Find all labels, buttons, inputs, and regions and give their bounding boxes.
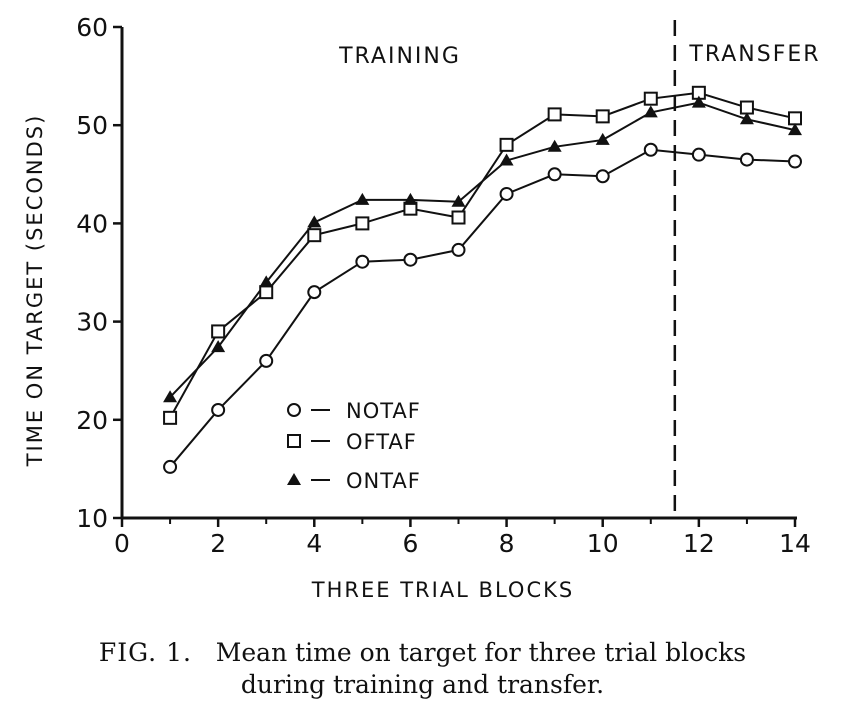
figure-caption-line-1: FIG. 1. Mean time on target for three tr… bbox=[0, 638, 845, 667]
legend-marker-notaf bbox=[287, 403, 301, 417]
series-line-ontaf bbox=[169, 101, 796, 398]
legend-marker-oftaf bbox=[287, 434, 301, 448]
legend-marker-ontaf bbox=[287, 473, 301, 485]
data-point-notaf bbox=[595, 169, 610, 184]
x-tick-label: 14 bbox=[779, 529, 811, 558]
data-point-notaf bbox=[788, 154, 802, 169]
data-point-oftaf bbox=[643, 91, 658, 106]
data-point-notaf bbox=[547, 167, 562, 182]
data-point-notaf bbox=[691, 147, 706, 162]
data-point-ontaf bbox=[788, 123, 802, 136]
data-point-ontaf bbox=[307, 215, 322, 228]
y-axis-label: TIME ON TARGET (SECONDS) bbox=[23, 114, 47, 468]
y-tick-label: 30 bbox=[76, 308, 108, 337]
data-point-notaf bbox=[163, 459, 178, 474]
data-point-notaf bbox=[739, 152, 754, 167]
legend: NOTAF OFTAF ONTAF bbox=[287, 399, 421, 493]
y-tick-label: 20 bbox=[76, 406, 108, 435]
data-point-notaf bbox=[643, 142, 658, 157]
data-point-ontaf bbox=[403, 192, 418, 205]
data-point-oftaf bbox=[163, 410, 178, 425]
x-tick-label: 10 bbox=[587, 529, 619, 558]
y-tick-label: 10 bbox=[76, 504, 108, 533]
data-point-ontaf bbox=[643, 105, 658, 118]
data-point-ontaf bbox=[451, 194, 466, 207]
data-point-oftaf bbox=[595, 109, 610, 124]
data-point-ontaf bbox=[547, 139, 562, 152]
data-point-notaf bbox=[211, 402, 226, 417]
data-point-oftaf bbox=[739, 100, 754, 115]
data-point-oftaf bbox=[307, 228, 322, 243]
figure-caption-label: FIG. 1. bbox=[98, 638, 192, 667]
data-point-oftaf bbox=[788, 111, 802, 126]
figure-caption-line-2: during training and transfer. bbox=[240, 670, 605, 699]
data-point-notaf bbox=[451, 242, 466, 257]
data-point-oftaf bbox=[211, 324, 226, 339]
x-tick-label: 12 bbox=[683, 529, 715, 558]
data-point-oftaf bbox=[451, 210, 466, 225]
figure-caption-text-1: Mean time on target for three trial bloc… bbox=[215, 638, 747, 667]
region-label-transfer: TRANSFER bbox=[688, 42, 820, 67]
chart-axes bbox=[120, 27, 797, 520]
x-tick-label: 4 bbox=[306, 529, 322, 558]
series-group bbox=[163, 85, 802, 474]
y-tick-label: 60 bbox=[76, 13, 108, 42]
data-point-notaf bbox=[499, 186, 514, 201]
data-point-oftaf bbox=[547, 107, 562, 122]
y-tick-label: 40 bbox=[76, 209, 108, 238]
data-point-ontaf bbox=[595, 132, 610, 145]
y-tick-group: 10 20 30 40 50 60 bbox=[76, 13, 122, 533]
data-point-notaf bbox=[403, 252, 418, 267]
data-point-ontaf bbox=[163, 390, 178, 403]
data-point-ontaf bbox=[739, 112, 754, 125]
x-tick-label: 8 bbox=[499, 529, 515, 558]
data-point-oftaf bbox=[355, 216, 370, 231]
legend-label-ontaf: ONTAF bbox=[346, 469, 421, 493]
data-point-notaf bbox=[259, 353, 274, 368]
region-label-training: TRAINING bbox=[338, 44, 461, 69]
data-point-oftaf bbox=[499, 137, 514, 152]
data-point-ontaf bbox=[691, 95, 706, 108]
data-point-ontaf bbox=[259, 275, 274, 288]
data-point-ontaf bbox=[499, 153, 514, 166]
series-line-oftaf bbox=[169, 91, 796, 419]
x-tick-label: 2 bbox=[210, 529, 226, 558]
data-point-ontaf bbox=[211, 340, 226, 353]
x-tick-label: 0 bbox=[114, 529, 130, 558]
legend-label-notaf: NOTAF bbox=[346, 399, 421, 423]
data-point-oftaf bbox=[259, 285, 274, 300]
data-point-notaf bbox=[355, 254, 370, 269]
series-line-notaf bbox=[169, 148, 796, 468]
data-point-notaf bbox=[307, 285, 322, 300]
x-axis-label: THREE TRIAL BLOCKS bbox=[311, 578, 574, 602]
x-tick-group: 0 2 4 6 8 10 12 14 bbox=[114, 518, 811, 558]
legend-label-oftaf: OFTAF bbox=[346, 430, 417, 454]
data-point-ontaf bbox=[355, 192, 370, 205]
x-tick-label: 6 bbox=[402, 529, 418, 558]
y-tick-label: 50 bbox=[76, 111, 108, 140]
